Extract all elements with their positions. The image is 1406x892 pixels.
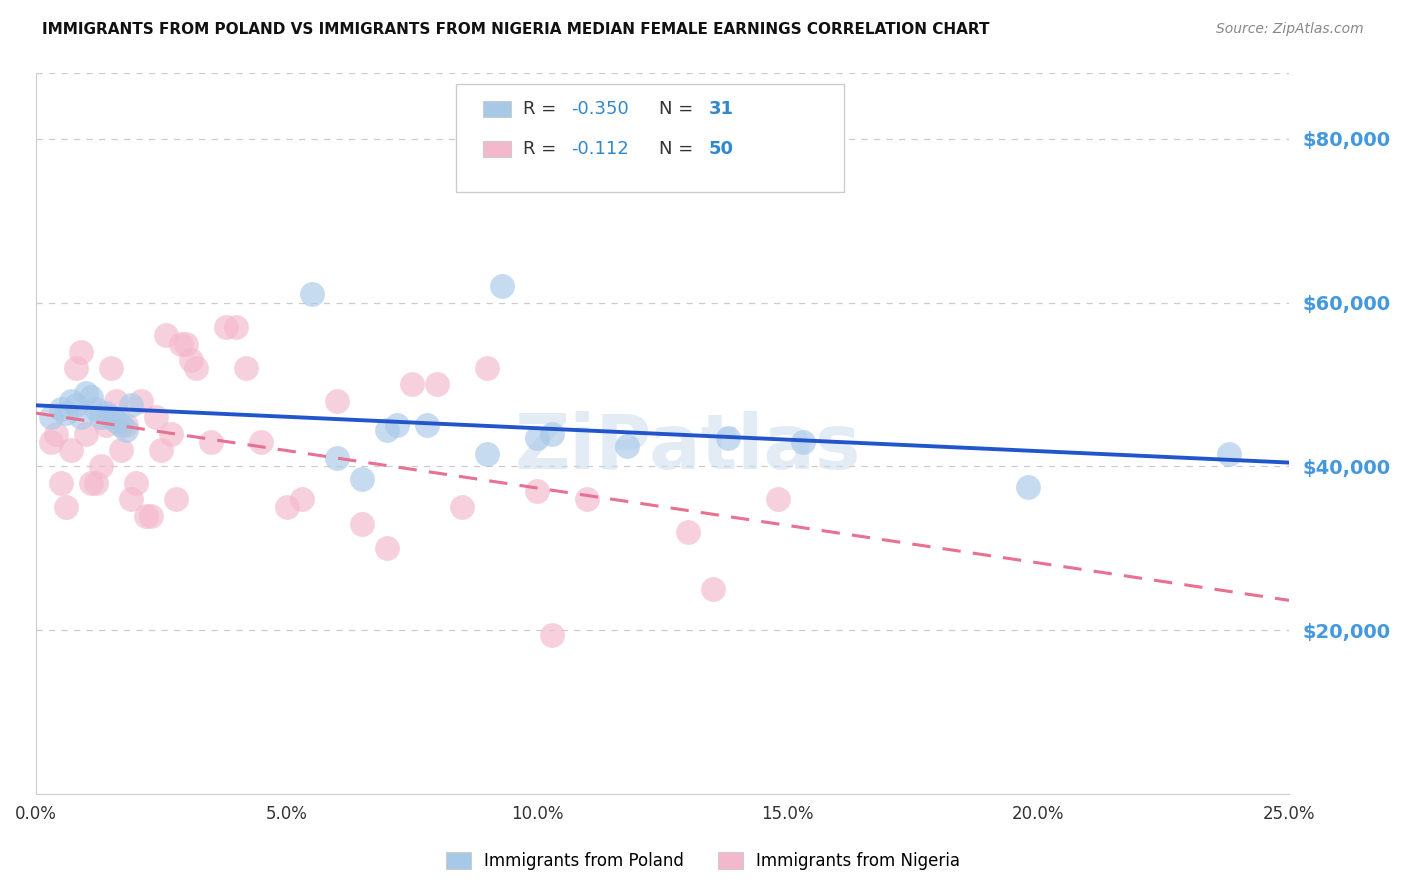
Point [90,459,112,474]
Point [45,426,67,441]
Point [75,426,97,441]
Point [576,492,599,507]
Text: IMMIGRANTS FROM POLAND VS IMMIGRANTS FROM NIGERIA MEDIAN FEMALE EARNINGS CORRELA: IMMIGRANTS FROM POLAND VS IMMIGRANTS FRO… [42,22,990,37]
Point [75,385,97,400]
Point [80,475,103,490]
Point [39,410,62,425]
Point [350,472,373,486]
Legend: Immigrants from Poland, Immigrants from Nigeria: Immigrants from Poland, Immigrants from … [440,845,966,877]
Point [70,344,93,359]
Point [84,402,107,417]
Text: R =: R = [523,100,562,118]
Point [49,475,72,490]
Text: N =: N = [658,100,699,118]
Point [60,443,83,458]
Point [125,475,148,490]
Point [65,361,87,376]
Text: 50: 50 [709,140,734,158]
Point [792,434,814,449]
Point [541,627,564,641]
Point [145,410,167,425]
Point [55,500,77,515]
Point [176,336,198,351]
Point [235,361,257,376]
Point [60,393,83,408]
Point [325,393,347,408]
Point [401,377,423,392]
Point [1017,480,1039,494]
Point [115,423,138,437]
Point [55,406,77,420]
Point [80,390,103,404]
Point [616,439,638,453]
Point [475,361,498,376]
Point [426,377,449,392]
Point [170,336,193,351]
Point [200,434,222,449]
Text: -0.112: -0.112 [571,140,628,158]
Text: N =: N = [658,140,699,158]
Point [375,423,398,437]
Point [215,320,238,334]
Text: 31: 31 [709,100,734,118]
Point [350,516,373,531]
Point [105,414,128,428]
Point [491,279,513,293]
Point [526,431,548,445]
Point [385,418,408,433]
Bar [484,141,510,157]
Point [250,434,273,449]
Bar [484,101,510,117]
Point [676,524,699,539]
Point [1218,447,1240,461]
FancyBboxPatch shape [456,84,844,192]
Text: Source: ZipAtlas.com: Source: ZipAtlas.com [1216,22,1364,37]
Point [129,393,152,408]
Point [120,398,142,412]
Point [49,402,72,417]
Point [94,406,117,420]
Point [301,287,323,301]
Point [766,492,789,507]
Text: R =: R = [523,140,562,158]
Point [70,410,93,425]
Point [290,492,312,507]
Point [451,500,474,515]
Point [541,426,564,441]
Point [416,418,439,433]
Point [375,541,398,556]
Point [65,398,87,412]
Point [84,475,107,490]
Point [186,361,208,376]
Point [180,352,202,367]
Point [120,492,142,507]
Point [276,500,298,515]
Point [325,451,347,466]
Point [100,361,122,376]
Point [155,328,177,343]
Point [702,582,724,597]
Point [717,431,740,445]
Point [526,484,548,499]
Point [225,320,247,334]
Point [165,492,187,507]
Point [39,434,62,449]
Point [110,418,132,433]
Point [115,418,138,433]
Text: -0.350: -0.350 [571,100,628,118]
Point [160,426,183,441]
Point [110,443,132,458]
Point [150,443,173,458]
Point [105,393,128,408]
Point [100,410,122,425]
Point [90,410,112,425]
Point [475,447,498,461]
Point [94,418,117,433]
Point [141,508,163,523]
Text: ZiPatlas: ZiPatlas [515,411,860,485]
Point [135,508,157,523]
